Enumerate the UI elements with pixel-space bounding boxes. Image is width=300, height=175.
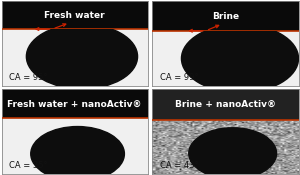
- Bar: [152, 89, 298, 120]
- Text: Brine: Brine: [212, 12, 239, 21]
- Bar: [2, 118, 148, 174]
- Circle shape: [182, 24, 298, 93]
- Text: CA = 99°: CA = 99°: [160, 73, 198, 82]
- Bar: [152, 120, 298, 174]
- Text: CA = 43°: CA = 43°: [160, 161, 198, 170]
- Bar: [152, 1, 298, 31]
- Text: Fresh water + nanoActiv®: Fresh water + nanoActiv®: [8, 99, 142, 108]
- Bar: [2, 1, 148, 29]
- Bar: [2, 29, 148, 86]
- Text: CA = 95°: CA = 95°: [9, 73, 47, 82]
- Text: Brine + nanoActiv®: Brine + nanoActiv®: [175, 100, 276, 109]
- Text: CA = 35°: CA = 35°: [9, 161, 47, 170]
- Circle shape: [31, 127, 124, 175]
- Circle shape: [26, 24, 138, 89]
- Text: Fresh water: Fresh water: [44, 11, 105, 20]
- Bar: [2, 89, 148, 118]
- Bar: [152, 31, 298, 86]
- Circle shape: [189, 128, 277, 175]
